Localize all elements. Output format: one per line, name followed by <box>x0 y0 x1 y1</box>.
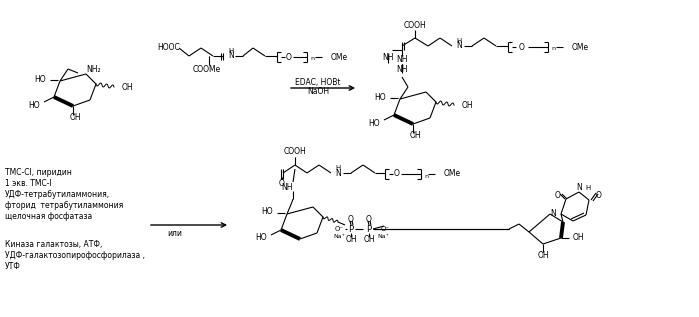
Text: фторид  тетрабутиламмония: фторид тетрабутиламмония <box>5 201 123 210</box>
Text: OH: OH <box>573 234 584 243</box>
Text: HO: HO <box>261 208 273 217</box>
Text: щелочная фосфатаза: щелочная фосфатаза <box>5 212 92 221</box>
Text: OMe: OMe <box>572 42 589 51</box>
Text: HO: HO <box>375 93 386 101</box>
Text: OH: OH <box>538 250 549 260</box>
Text: HO: HO <box>255 234 267 243</box>
Text: HOOC: HOOC <box>157 43 180 53</box>
Text: n: n <box>551 47 555 51</box>
Text: P: P <box>348 224 354 234</box>
Text: O⁻: O⁻ <box>334 226 344 232</box>
Text: O: O <box>394 170 400 178</box>
Text: OMe: OMe <box>331 53 348 61</box>
Text: COOMe: COOMe <box>193 66 221 74</box>
Text: O: O <box>555 191 561 200</box>
Text: NH₂: NH₂ <box>86 64 101 74</box>
Text: P: P <box>366 224 372 234</box>
Text: H: H <box>229 48 233 54</box>
Text: H: H <box>336 165 340 171</box>
Text: или: или <box>168 230 182 238</box>
Text: O: O <box>519 42 525 51</box>
Text: O: O <box>348 215 354 223</box>
Text: O: O <box>279 178 285 187</box>
Text: HO: HO <box>34 74 46 83</box>
Text: HO: HO <box>29 100 40 109</box>
Text: OH: OH <box>122 82 134 92</box>
Text: O: O <box>286 53 292 61</box>
Text: NH: NH <box>281 183 293 191</box>
Text: УТФ: УТФ <box>5 262 21 271</box>
Text: H: H <box>585 185 590 191</box>
Text: ТМС-Cl, пиридин: ТМС-Cl, пиридин <box>5 168 72 177</box>
Text: O: O <box>596 191 602 199</box>
Text: n: n <box>424 173 428 178</box>
Text: Na⁺: Na⁺ <box>377 235 389 240</box>
Text: COOH: COOH <box>284 147 306 157</box>
Text: NH: NH <box>396 64 408 74</box>
Text: OH: OH <box>363 235 375 243</box>
Text: n: n <box>310 56 314 61</box>
Text: OH: OH <box>462 100 474 109</box>
Text: N: N <box>335 169 341 178</box>
Text: УДФ-тетрабутиламмония,: УДФ-тетрабутиламмония, <box>5 190 110 199</box>
Text: H: H <box>456 38 461 44</box>
Text: O⁻: O⁻ <box>381 226 390 232</box>
Text: OH: OH <box>69 113 81 122</box>
Text: 1 экв. ТМС-I: 1 экв. ТМС-I <box>5 179 52 188</box>
Text: N: N <box>576 184 582 192</box>
Text: OH: OH <box>345 235 356 243</box>
Text: NH: NH <box>396 55 408 64</box>
Text: OH: OH <box>409 132 421 140</box>
Text: O: O <box>366 215 372 223</box>
Text: COOH: COOH <box>403 21 426 29</box>
Text: N: N <box>550 210 556 218</box>
Text: NH: NH <box>382 54 394 62</box>
Text: УДФ-галактозопирофосфорилаза ,: УДФ-галактозопирофосфорилаза , <box>5 251 145 260</box>
Text: Киназа галактозы, АТФ,: Киназа галактозы, АТФ, <box>5 240 102 249</box>
Text: OMe: OMe <box>444 170 461 178</box>
Text: NaOH: NaOH <box>307 87 329 96</box>
Text: EDAC, HOBt: EDAC, HOBt <box>295 77 340 87</box>
Text: N: N <box>456 42 462 50</box>
Text: HO: HO <box>368 119 380 127</box>
Text: Na⁺: Na⁺ <box>333 235 345 240</box>
Text: N: N <box>228 51 234 61</box>
